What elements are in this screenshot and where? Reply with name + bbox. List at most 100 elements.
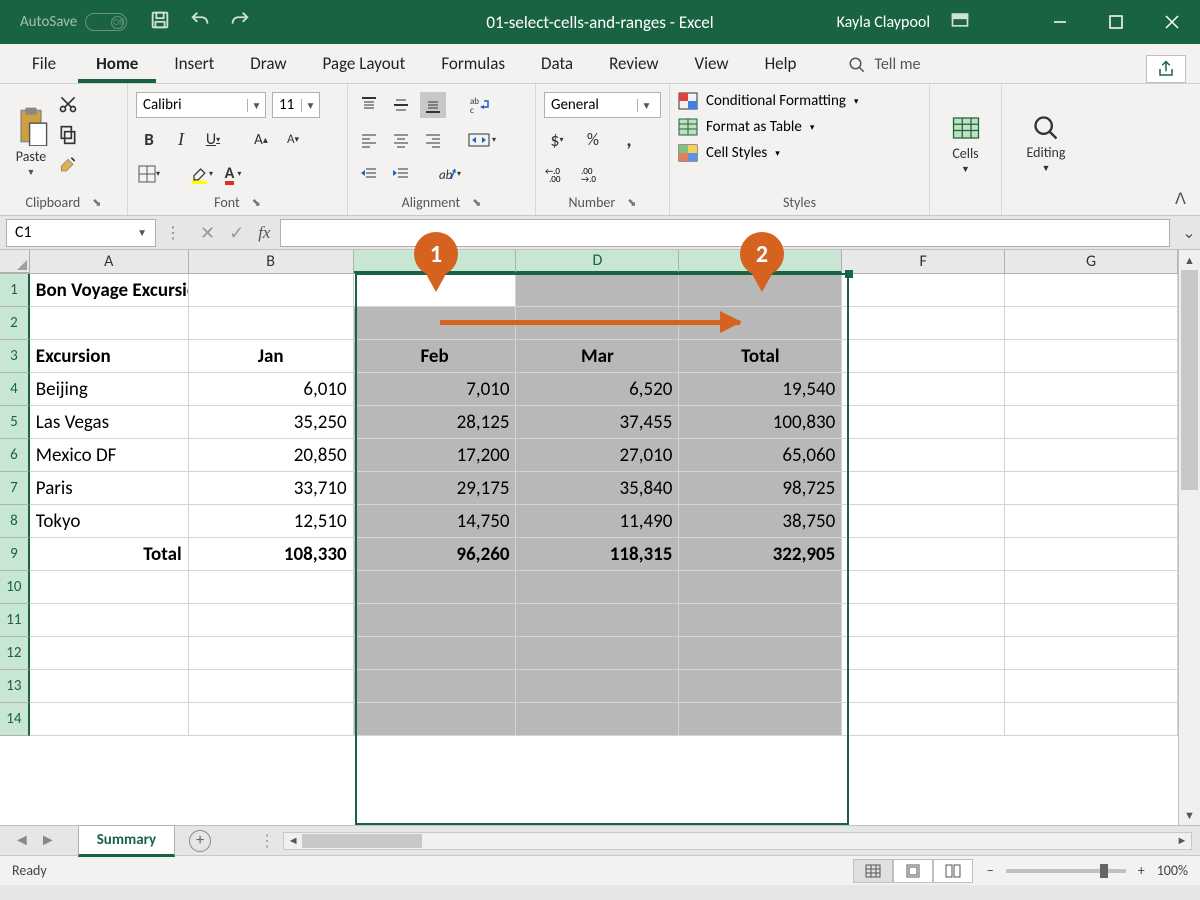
ribbon-display-options-icon[interactable] [950, 10, 970, 35]
vertical-scrollbar[interactable]: ▲ ▼ [1178, 250, 1200, 825]
cell[interactable] [1005, 637, 1178, 670]
horizontal-scrollbar[interactable]: ◄ ► [283, 832, 1192, 850]
format-as-table-button[interactable]: Format as Table▾ [678, 118, 921, 136]
tab-page-layout[interactable]: Page Layout [305, 44, 424, 83]
autosave-toggle[interactable]: AutoSave Off [20, 13, 127, 31]
bold-button[interactable]: B [136, 127, 162, 153]
sheet-nav[interactable]: ◄► [0, 831, 70, 850]
clipboard-dialog-launcher[interactable]: ⬊ [92, 196, 101, 209]
cell[interactable] [679, 670, 842, 703]
cell[interactable] [189, 274, 354, 307]
cell[interactable]: 6,520 [516, 373, 679, 406]
wrap-text-icon[interactable]: abc [468, 92, 494, 118]
cell[interactable] [1005, 670, 1178, 703]
comma-format-icon[interactable]: , [616, 127, 642, 153]
cell[interactable] [842, 307, 1005, 340]
save-icon[interactable] [149, 9, 171, 36]
cell[interactable] [516, 571, 679, 604]
cell[interactable]: 35,250 [189, 406, 354, 439]
page-layout-view-icon[interactable] [893, 859, 933, 883]
cell[interactable] [30, 604, 189, 637]
editing-button[interactable]: Editing▼ [1010, 90, 1082, 197]
selection-handle[interactable] [845, 270, 853, 278]
cell[interactable] [1005, 472, 1178, 505]
normal-view-icon[interactable] [853, 859, 893, 883]
col-header-a[interactable]: A [30, 250, 189, 273]
cell[interactable] [516, 604, 679, 637]
cell[interactable]: Paris [30, 472, 189, 505]
tab-view[interactable]: View [677, 44, 747, 83]
cell[interactable]: 33,710 [189, 472, 354, 505]
cell[interactable] [516, 637, 679, 670]
tab-draw[interactable]: Draw [232, 44, 304, 83]
scroll-down-icon[interactable]: ▼ [1179, 805, 1200, 825]
cells-button[interactable]: Cells▼ [938, 90, 993, 197]
cell[interactable]: Las Vegas [30, 406, 189, 439]
chevron-down-icon[interactable]: ▼ [137, 226, 147, 239]
tab-home[interactable]: Home [78, 44, 156, 83]
align-top-icon[interactable] [356, 92, 382, 118]
row-header-3[interactable]: 3 [0, 340, 30, 373]
cell[interactable] [1005, 571, 1178, 604]
alignment-dialog-launcher[interactable]: ⬊ [472, 196, 481, 209]
cell[interactable]: 37,455 [516, 406, 679, 439]
cell[interactable] [189, 604, 354, 637]
cell[interactable]: Mexico DF [30, 439, 189, 472]
cell[interactable]: 38,750 [679, 505, 842, 538]
cell[interactable] [354, 637, 517, 670]
cell[interactable] [1005, 340, 1178, 373]
row-header-9[interactable]: 9 [0, 538, 30, 571]
cell[interactable]: Total [30, 538, 189, 571]
paste-button[interactable]: Paste ▼ [8, 90, 54, 194]
cell[interactable]: Beijing [30, 373, 189, 406]
cell[interactable]: 12,510 [189, 505, 354, 538]
tab-data[interactable]: Data [523, 44, 591, 83]
orientation-icon[interactable]: ab▾ [436, 161, 462, 187]
cell[interactable]: 6,010 [189, 373, 354, 406]
cell[interactable]: 322,905 [679, 538, 842, 571]
row-header-7[interactable]: 7 [0, 472, 30, 505]
increase-indent-icon[interactable] [388, 161, 414, 187]
fx-icon[interactable]: fx [258, 223, 270, 243]
align-center-icon[interactable] [388, 127, 414, 153]
collapse-ribbon-icon[interactable]: ᐱ [1175, 189, 1186, 209]
autosave-switch[interactable]: Off [85, 13, 127, 31]
row-header-11[interactable]: 11 [0, 604, 30, 637]
accounting-format-icon[interactable]: $ ▾ [544, 127, 570, 153]
page-break-view-icon[interactable] [933, 859, 973, 883]
cell[interactable] [842, 274, 1005, 307]
cell[interactable]: 20,850 [189, 439, 354, 472]
cell[interactable]: Tokyo [30, 505, 189, 538]
align-bottom-icon[interactable] [420, 92, 446, 118]
cell[interactable]: 11,490 [516, 505, 679, 538]
col-header-g[interactable]: G [1005, 250, 1178, 273]
cell[interactable] [679, 637, 842, 670]
maximize-button[interactable] [1088, 0, 1144, 44]
font-name-dropdown[interactable]: ▼ [136, 92, 266, 118]
cell[interactable]: Bon Voyage Excursions [30, 274, 189, 307]
cancel-formula-icon[interactable]: ✕ [200, 222, 215, 244]
cell[interactable]: 98,725 [679, 472, 842, 505]
cell[interactable] [842, 538, 1005, 571]
add-sheet-button[interactable]: + [189, 830, 211, 852]
italic-button[interactable]: I [168, 127, 194, 153]
share-button[interactable] [1146, 55, 1186, 83]
cell[interactable]: 14,750 [354, 505, 517, 538]
increase-font-icon[interactable]: A▴ [248, 127, 274, 153]
cell[interactable] [1005, 703, 1178, 736]
cell[interactable] [842, 373, 1005, 406]
number-dialog-launcher[interactable]: ⬊ [627, 196, 636, 209]
format-painter-icon[interactable] [58, 156, 78, 181]
cell[interactable] [516, 703, 679, 736]
cell[interactable] [679, 571, 842, 604]
cell[interactable]: 100,830 [679, 406, 842, 439]
cell[interactable] [189, 670, 354, 703]
cell[interactable] [1005, 538, 1178, 571]
cell[interactable]: 65,060 [679, 439, 842, 472]
borders-button[interactable]: ▾ [136, 161, 162, 187]
cut-icon[interactable] [58, 94, 78, 119]
align-right-icon[interactable] [420, 127, 446, 153]
align-middle-icon[interactable] [388, 92, 414, 118]
decrease-font-icon[interactable]: A▾ [280, 127, 306, 153]
tab-insert[interactable]: Insert [156, 44, 232, 83]
